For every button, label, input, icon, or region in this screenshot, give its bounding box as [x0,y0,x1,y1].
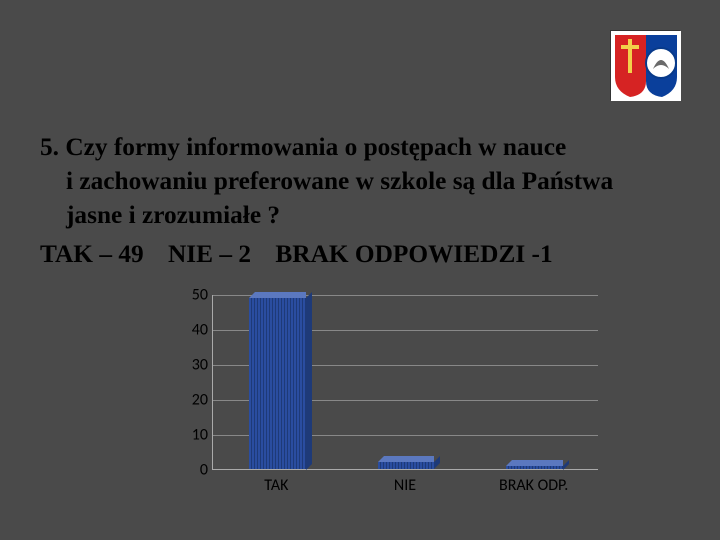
chart-ytick: 20 [178,391,208,410]
bar-chart: 01020304050TAKNIEBRAK ODP. [178,295,598,495]
crest-logo [610,30,680,100]
answer-tak: TAK – 49 [40,240,144,268]
question-line-2: i zachowaniu preferowane w szkole są dla… [40,164,680,198]
chart-ytick: 40 [178,321,208,340]
chart-ytick: 30 [178,356,208,375]
chart-bar [378,462,435,469]
answer-nie: NIE – 2 [168,240,251,268]
chart-xtick: BRAK ODP. [499,476,568,495]
chart-ytick: 0 [178,461,208,480]
chart-bar [249,298,306,470]
answer-brak: BRAK ODPOWIEDZI -1 [275,240,552,268]
chart-ytick: 50 [178,286,208,305]
question-line-1: 5. Czy formy informowania o postępach w … [40,130,680,164]
chart-xtick: TAK [264,476,288,495]
chart-bar [506,466,563,470]
question-line-3: jasne i zrozumiałe ? [40,198,680,232]
chart-xtick: NIE [394,476,416,495]
answer-summary: TAK – 49 NIE – 2 BRAK ODPOWIEDZI -1 [40,240,571,269]
question-text: 5. Czy formy informowania o postępach w … [40,130,680,233]
slide: 5. Czy formy informowania o postępach w … [0,0,720,540]
chart-ytick: 10 [178,426,208,445]
crest-icon [611,31,681,101]
